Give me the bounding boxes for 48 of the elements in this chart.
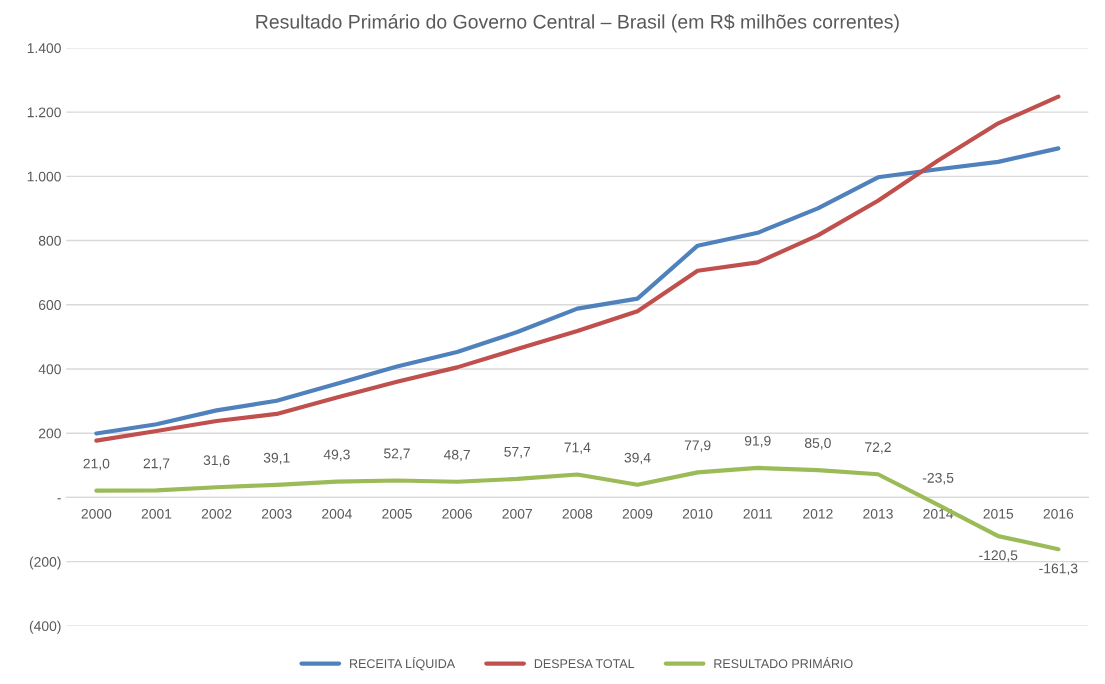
data-label: 31,6 [203,455,230,467]
data-label: -23,5 [922,472,954,485]
legend-label: DESPESA TOTAL [534,659,635,669]
data-label: 72,2 [865,442,891,454]
data-label: 39,4 [624,452,651,465]
y-tick-label: (200) [29,556,61,570]
x-tick-label: 2009 [622,508,653,519]
y-tick-label: (400) [29,620,61,634]
line-series [94,146,1061,436]
x-tick-label: 2001 [141,508,172,519]
x-tick-label: 2007 [502,508,532,519]
data-label: 49,3 [323,449,350,462]
y-tick-label: 600 [38,300,61,310]
data-label: -120,5 [979,550,1018,562]
y-tick-label: - [57,498,61,500]
data-label: 39,1 [263,452,290,465]
data-label: 85,0 [804,438,831,450]
x-tick-label: 2016 [1043,508,1074,519]
legend-label: RESULTADO PRIMÁRIO [714,657,853,669]
data-label: 21,0 [83,458,110,471]
data-label: 91,9 [744,435,771,448]
x-tick-label: 2011 [743,508,772,519]
x-tick-label: 2000 [81,508,112,519]
data-label: -161,3 [1039,563,1078,575]
data-label: 71,4 [564,442,591,454]
y-tick-label: 1.400 [27,43,61,54]
x-tick-label: 2003 [261,508,292,519]
x-tick-label: 2015 [983,508,1014,519]
y-tick-label: 400 [38,364,61,375]
x-tick-label: 2004 [322,508,352,519]
data-label: 52,7 [384,448,410,460]
chart-title: Resultado Primário do Governo Central – Brasil (em R$ milhões correntes) [256,14,899,33]
y-tick-label: 1.000 [27,171,61,182]
x-tick-label: 2006 [442,508,472,519]
x-tick-label: 2008 [562,508,593,519]
legend-label: RECEITA LÍQUIDA [350,657,456,671]
data-label: 77,9 [684,440,711,452]
data-label: 21,7 [143,458,170,470]
data-label: 57,7 [504,447,531,459]
data-label: 48,7 [443,449,470,462]
x-tick-label: 2010 [682,508,713,519]
x-tick-label: 2012 [803,508,833,519]
y-tick-label: 200 [38,428,61,439]
x-tick-label: 2005 [382,508,412,519]
x-tick-label: 2013 [863,508,893,519]
y-tick-label: 1.200 [27,107,61,118]
y-tick-label: 800 [38,235,61,246]
x-tick-label: 2002 [201,508,232,519]
